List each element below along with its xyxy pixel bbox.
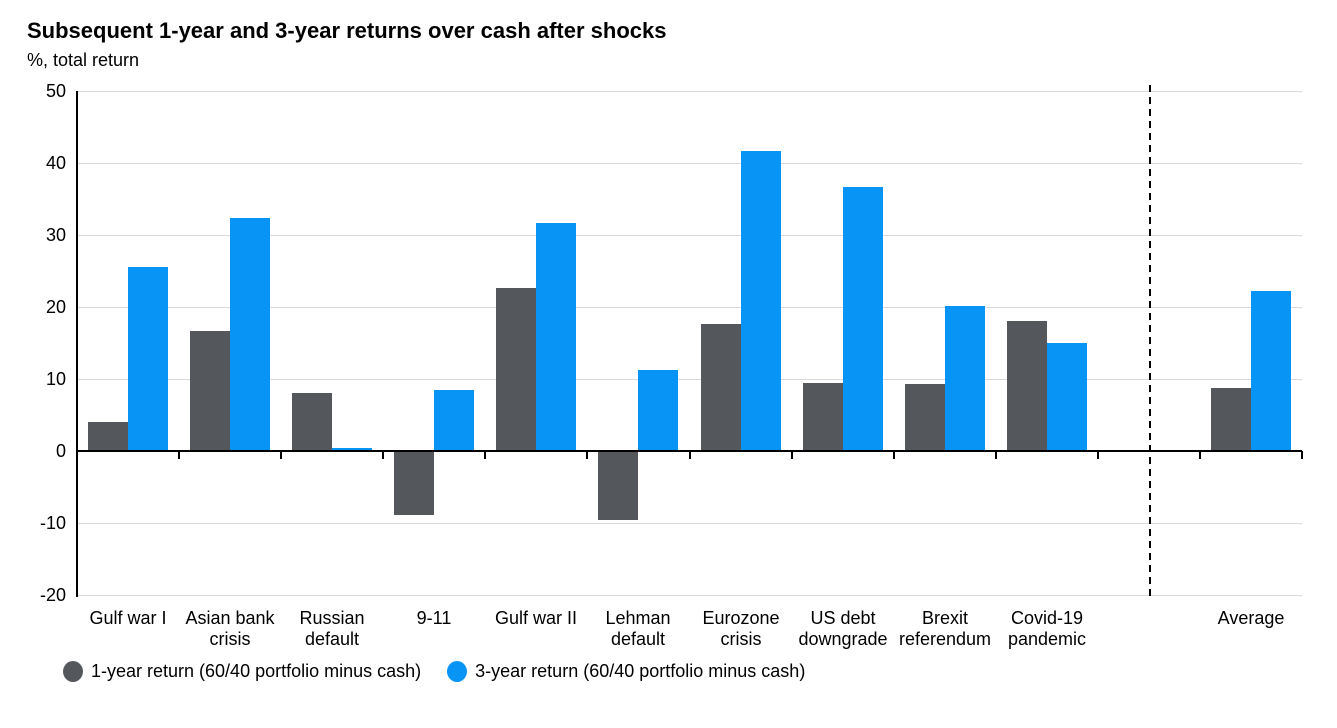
y-tick-label--20: -20 [39, 585, 66, 605]
x-axis-tick [689, 451, 691, 459]
bar-3year-eurozone-crisis [741, 151, 781, 451]
x-axis-label-gulf-war-ii: Gulf war II [494, 608, 578, 628]
y-tick-label-0: 0 [55, 441, 66, 461]
bar-3year-gulf-war-i [128, 267, 168, 451]
bar-3year-9-11 [434, 390, 474, 451]
x-axis-tick [178, 451, 180, 459]
y-tick-label--10: -10 [39, 513, 66, 533]
gridline-20 [77, 307, 1302, 308]
x-axis-tick [280, 451, 282, 459]
x-axis-label-asian-bank-crisis: Asian bank crisis [185, 608, 275, 649]
x-axis-label-covid-19-pandemic: Covid-19 pandemic [1007, 608, 1087, 649]
bar-3year-covid-19-pandemic [1047, 343, 1087, 451]
x-axis-label-lehman-default: Lehman default [605, 608, 671, 649]
x-axis-tick [484, 451, 486, 459]
bar-1year-eurozone-crisis [701, 324, 741, 451]
x-axis-tick [791, 451, 793, 459]
chart-units-label: %, total return [27, 50, 140, 70]
gridline-10 [77, 379, 1302, 380]
legend-swatch-3year-icon [447, 660, 468, 682]
bar-1year-russian-default [292, 393, 332, 451]
bar-1year-us-debt-downgrade [803, 383, 843, 451]
y-tick-label-10: 10 [45, 369, 66, 389]
x-axis-tick [1097, 451, 1099, 459]
y-axis-line [76, 91, 78, 597]
x-axis-tick [1301, 451, 1303, 459]
plot-area [77, 91, 1303, 596]
x-axis-label-brexit-referendum: Brexit referendum [898, 608, 992, 649]
x-axis-label-eurozone-crisis: Eurozone crisis [702, 608, 780, 649]
chart-title: Subsequent 1-year and 3-year returns ove… [27, 18, 667, 43]
bar-1year-lehman-default [598, 452, 638, 520]
x-axis-label-9-11: 9-11 [416, 608, 452, 628]
x-axis-label-us-debt-downgrade: US debt downgrade [798, 608, 888, 649]
bar-1year-asian-bank-crisis [190, 331, 230, 451]
x-axis-label-gulf-war-i: Gulf war I [89, 608, 167, 628]
average-separator-dashed-line [1149, 85, 1151, 597]
gridline--10 [77, 523, 1302, 524]
legend-item-1year: 1-year return (60/40 portfolio minus cas… [63, 660, 421, 682]
y-tick-label-40: 40 [45, 153, 66, 173]
x-axis-label-average: Average [1217, 608, 1285, 628]
gridline-50 [77, 91, 1302, 92]
x-axis-tick [382, 451, 384, 459]
bar-1year-gulf-war-i [88, 422, 128, 451]
x-axis-tick [893, 451, 895, 459]
x-axis-tick [1199, 451, 1201, 459]
gridline--20 [77, 595, 1302, 596]
x-axis-label-russian-default: Russian default [299, 608, 365, 649]
legend-swatch-1year-icon [63, 660, 83, 682]
legend-item-3year: 3-year return (60/40 portfolio minus cas… [447, 660, 805, 682]
y-tick-label-20: 20 [45, 297, 66, 317]
bar-3year-russian-default [332, 448, 372, 451]
bar-1year-brexit-referendum [905, 384, 945, 451]
bar-1year-average [1211, 388, 1251, 451]
legend: 1-year return (60/40 portfolio minus cas… [63, 660, 805, 682]
x-axis-tick [995, 451, 997, 459]
bar-3year-average [1251, 291, 1291, 451]
legend-label-1year: 1-year return (60/40 portfolio minus cas… [91, 661, 422, 681]
bar-1year-9-11 [394, 452, 434, 515]
bar-1year-gulf-war-ii [496, 288, 536, 451]
gridline-30 [77, 235, 1302, 236]
x-axis-tick [586, 451, 588, 459]
gridline-40 [77, 163, 1302, 164]
bar-3year-lehman-default [638, 370, 678, 451]
bar-1year-covid-19-pandemic [1007, 321, 1047, 451]
bar-3year-brexit-referendum [945, 306, 985, 451]
bar-3year-us-debt-downgrade [843, 187, 883, 451]
bar-3year-gulf-war-ii [536, 223, 576, 451]
bar-3year-asian-bank-crisis [230, 218, 270, 451]
y-tick-label-30: 30 [45, 225, 66, 245]
legend-label-3year: 3-year return (60/40 portfolio minus cas… [475, 661, 806, 681]
y-tick-label-50: 50 [45, 81, 66, 101]
